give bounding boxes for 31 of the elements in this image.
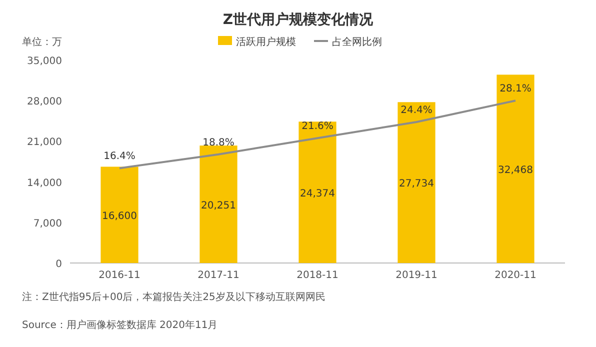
- y-tick-label: 7,000: [33, 218, 62, 230]
- bar: [398, 102, 436, 263]
- bar: [298, 122, 336, 263]
- data-label: 20,251: [201, 200, 236, 212]
- data-label: 27,734: [399, 178, 434, 190]
- text: 单位：万: [22, 36, 62, 48]
- x-tick-label: 2020-11: [494, 270, 536, 281]
- y-tick-label: 35,000: [27, 56, 62, 67]
- bar: [200, 146, 238, 263]
- legend-label: 占全网比例: [332, 36, 382, 48]
- x-tick-label: 2018-11: [296, 270, 338, 281]
- y-tick-label: 14,000: [27, 178, 62, 189]
- data-label: 16,600: [102, 210, 137, 222]
- data-label: 21.6%: [302, 121, 334, 132]
- y-tick-label: 0: [56, 259, 62, 270]
- data-label: 24.4%: [400, 104, 432, 116]
- bar: [496, 74, 534, 263]
- data-label: 16.4%: [104, 151, 136, 162]
- bar: [100, 166, 138, 263]
- data-label: 24,374: [300, 188, 335, 200]
- x-tick-label: 2017-11: [198, 270, 240, 281]
- data-label: 28.1%: [500, 84, 532, 95]
- x-tick-label: 2019-11: [396, 270, 438, 281]
- text: 注：Z世代指95后+00后，本篇报告关注25岁及以下移动互联网网民: [22, 291, 326, 303]
- y-tick-label: 21,000: [27, 137, 62, 148]
- x-tick-label: 2016-11: [98, 270, 140, 281]
- y-tick-label: 28,000: [27, 96, 62, 108]
- chart-title: Z世代用户规模变化情况: [222, 11, 374, 28]
- legend-label: 活跃用户规模: [236, 36, 296, 48]
- source-note: Source：用户画像标签数据库 2020年11月: [22, 319, 218, 331]
- data-label: 32,468: [498, 164, 533, 176]
